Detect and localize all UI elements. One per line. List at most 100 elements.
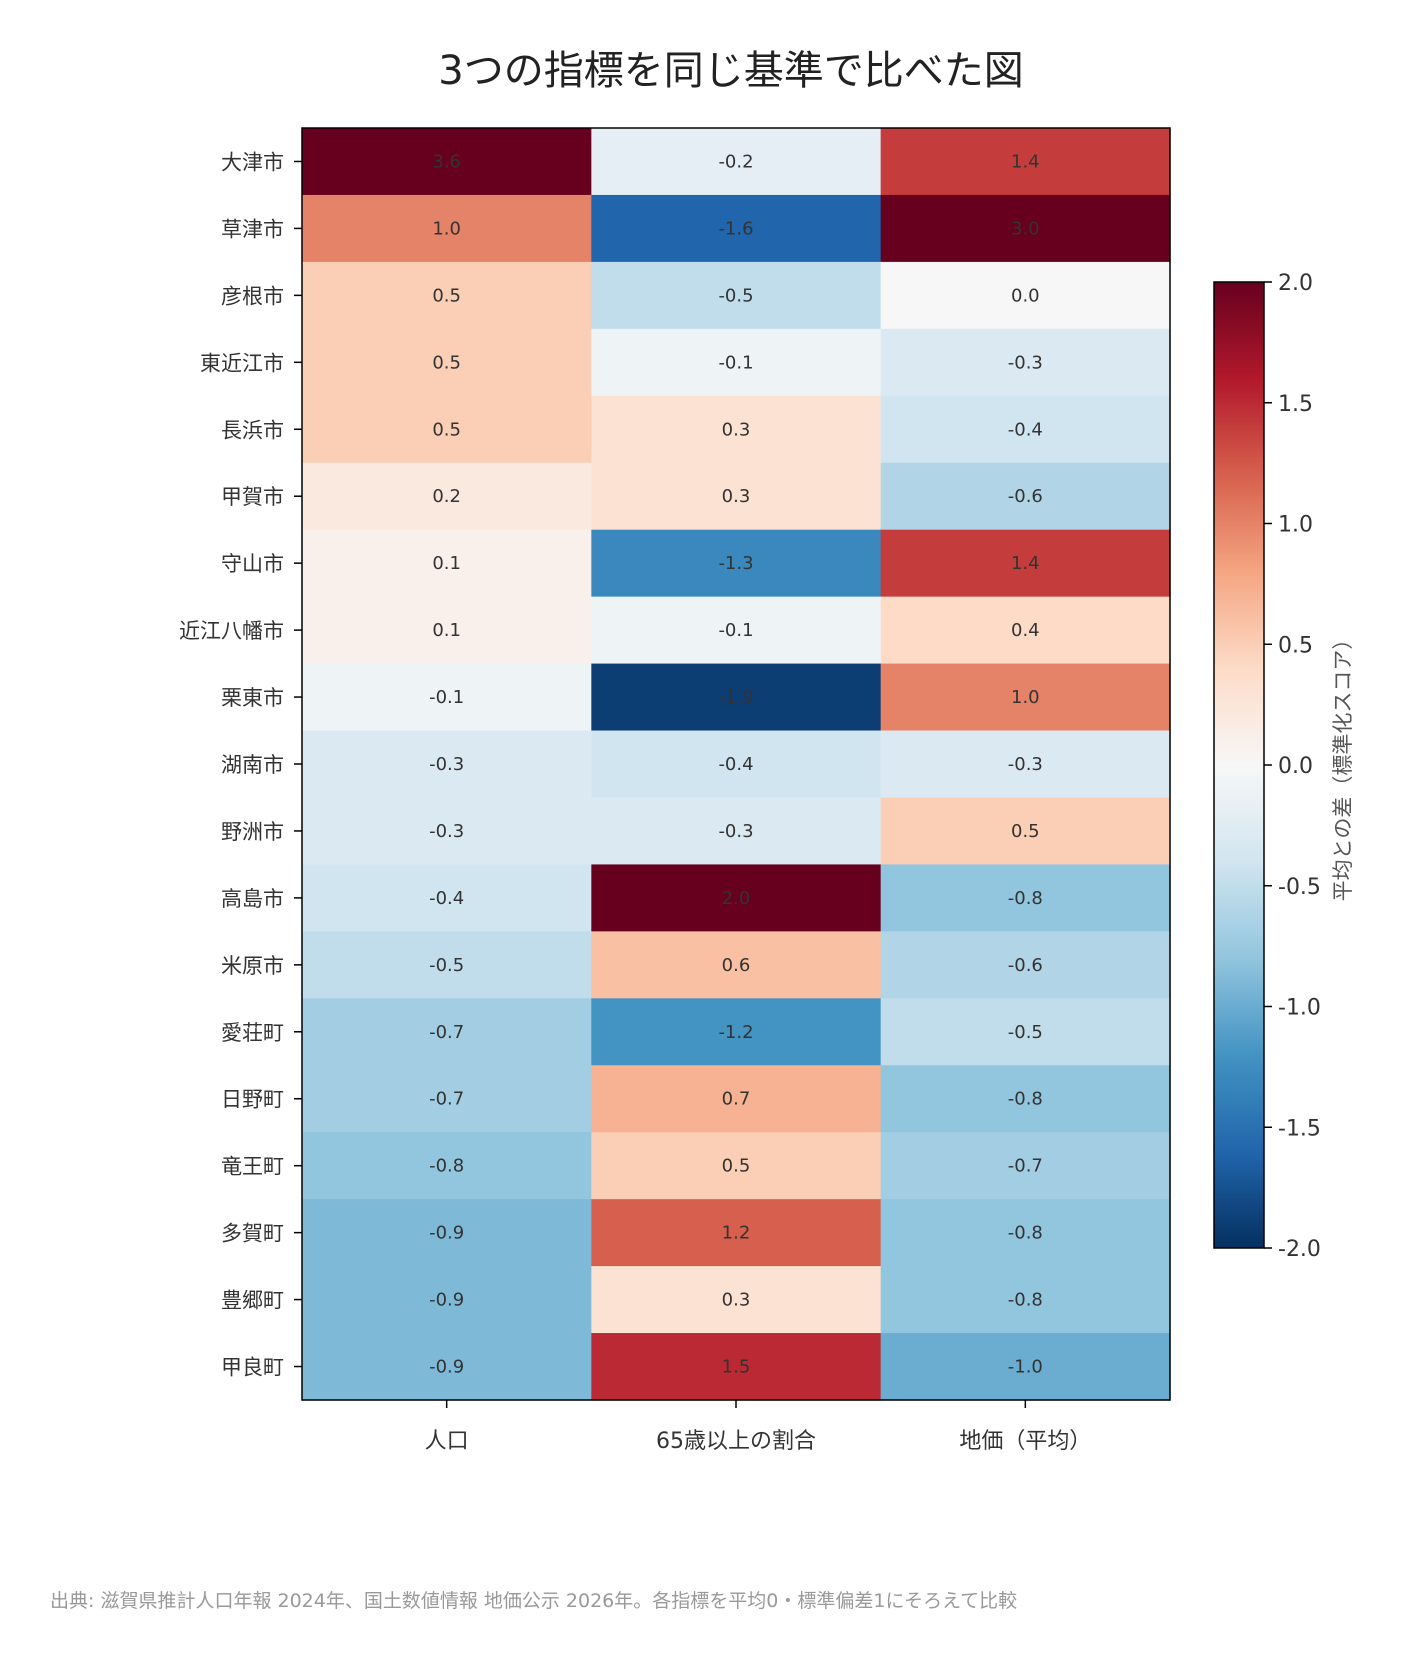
cell-value-label: 1.4	[1011, 151, 1040, 172]
heatmap-cell	[591, 596, 882, 665]
cell-value-label: -0.6	[1008, 955, 1043, 976]
colorbar-tick-label: -2.0	[1278, 1237, 1321, 1262]
column-label: 地価（平均）	[959, 1429, 1091, 1454]
heatmap-cells: 3.6 -0.2 1.4 1.0 -1.6 3.0 0.5 -0.5 0.0 0.5 -0.1 -0.…	[302, 128, 1171, 1401]
row-label: 長浜市	[221, 418, 284, 442]
heatmap-cell	[591, 128, 882, 196]
heatmap-cell	[591, 730, 882, 799]
cell-value-label: -0.4	[429, 888, 464, 909]
cell-value-label: -0.3	[1008, 352, 1043, 373]
heatmap-cell	[880, 328, 1171, 397]
row-label: 近江八幡市	[179, 619, 284, 643]
heatmap-cell	[880, 1132, 1171, 1200]
cell-value-label: 0.5	[432, 419, 461, 440]
heatmap-cell	[302, 797, 592, 866]
colorbar-ticks: 2.0 1.5 1.0 0.5 0.0 -0.5 -1.0 -1.5 -2.0	[1264, 271, 1321, 1262]
cell-value-label: 0.6	[722, 955, 751, 976]
heatmap-cell	[591, 1132, 882, 1200]
cell-value-label: -0.7	[1008, 1156, 1043, 1177]
cell-value-label: 0.5	[432, 285, 461, 306]
heatmap-cell	[591, 395, 882, 464]
heatmap-cell	[302, 1065, 592, 1133]
row-label: 米原市	[221, 954, 284, 978]
cell-value-label: -0.3	[718, 821, 753, 842]
cell-value-label: -0.9	[429, 1290, 464, 1311]
column-labels: 人口 65歳以上の割合 地価（平均）	[425, 1400, 1091, 1454]
heatmap-cell	[302, 730, 592, 799]
cell-value-label: -0.4	[1008, 419, 1043, 440]
cell-value-label: 0.3	[722, 1290, 751, 1311]
row-label: 豊郷町	[221, 1289, 284, 1313]
cell-value-label: -1.9	[718, 687, 753, 708]
cell-value-label: -1.3	[718, 553, 753, 574]
heatmap-cell	[591, 1266, 882, 1334]
row-label: 甲良町	[221, 1356, 284, 1380]
cell-value-label: -0.3	[429, 754, 464, 775]
heatmap-cell	[880, 1266, 1171, 1334]
heatmap-cell	[591, 194, 882, 263]
heatmap-cell	[302, 128, 592, 196]
heatmap-cell	[302, 596, 592, 665]
heatmap-cell	[302, 998, 592, 1066]
heatmap-cell	[591, 797, 882, 866]
row-labels: 大津市草津市彦根市東近江市長浜市甲賀市守山市近江八幡市栗東市湖南市野洲市高島市米…	[179, 150, 302, 1380]
heatmap-cell	[880, 998, 1171, 1066]
heatmap-cell	[302, 529, 592, 598]
cell-value-label: 2.0	[722, 888, 751, 909]
colorbar-tick-label: 0.0	[1278, 754, 1313, 779]
heatmap-cell	[880, 529, 1171, 598]
colorbar-tick-label: -1.5	[1278, 1116, 1321, 1141]
colorbar-tick-label: 0.5	[1278, 633, 1313, 658]
heatmap-cell	[880, 931, 1171, 999]
cell-value-label: 1.5	[722, 1357, 751, 1378]
cell-value-label: 0.5	[1011, 821, 1040, 842]
heatmap-cell	[880, 128, 1171, 196]
heatmap-frame	[301, 127, 1171, 1401]
heatmap-cell	[302, 395, 592, 464]
row-label: 大津市	[221, 150, 284, 174]
cell-value-label: 0.5	[432, 352, 461, 373]
cell-value-label: -0.8	[1008, 1089, 1043, 1110]
heatmap-cell	[302, 1132, 592, 1200]
chart-title: 3つの指標を同じ基準で比べた図	[438, 48, 1023, 94]
heatmap-cell	[591, 1199, 882, 1267]
cell-value-label: 0.1	[432, 620, 461, 641]
row-label: 守山市	[221, 552, 284, 576]
cell-value-label: -0.1	[718, 620, 753, 641]
column-label: 人口	[425, 1429, 469, 1454]
colorbar-tick-label: 1.5	[1278, 392, 1313, 417]
cell-value-label: 1.0	[1011, 687, 1040, 708]
cell-value-label: -0.3	[1008, 754, 1043, 775]
cell-value-label: 0.5	[722, 1156, 751, 1177]
cell-value-label: 0.0	[1011, 285, 1040, 306]
cell-value-label: -0.5	[429, 955, 464, 976]
cell-value-label: 0.3	[722, 419, 751, 440]
row-label: 野洲市	[221, 820, 284, 844]
heatmap-cell	[591, 1065, 882, 1133]
heatmap-cell	[302, 1333, 592, 1401]
heatmap-cell	[302, 663, 592, 732]
row-label: 愛荘町	[221, 1021, 284, 1045]
cell-value-label: -0.7	[429, 1022, 464, 1043]
heatmap-cell	[591, 529, 882, 598]
heatmap-cell	[591, 864, 882, 932]
heatmap-cell	[880, 194, 1171, 263]
row-label: 高島市	[221, 887, 284, 911]
cell-value-label: -0.8	[429, 1156, 464, 1177]
row-label: 彦根市	[221, 284, 284, 308]
heatmap-cell	[880, 261, 1171, 330]
cell-value-label: 0.3	[722, 486, 751, 507]
column-label: 65歳以上の割合	[656, 1429, 816, 1454]
heatmap-cell	[880, 1065, 1171, 1133]
colorbar-tick-label: -1.0	[1278, 996, 1321, 1021]
cell-value-label: -0.3	[429, 821, 464, 842]
heatmap-cell	[880, 596, 1171, 665]
row-label: 竜王町	[221, 1155, 284, 1179]
row-label: 草津市	[221, 217, 284, 241]
heatmap-cell	[302, 261, 592, 330]
cell-value-label: -0.2	[718, 151, 753, 172]
cell-value-label: -1.6	[718, 218, 753, 239]
row-label: 東近江市	[200, 351, 284, 375]
cell-value-label: -0.5	[1008, 1022, 1043, 1043]
